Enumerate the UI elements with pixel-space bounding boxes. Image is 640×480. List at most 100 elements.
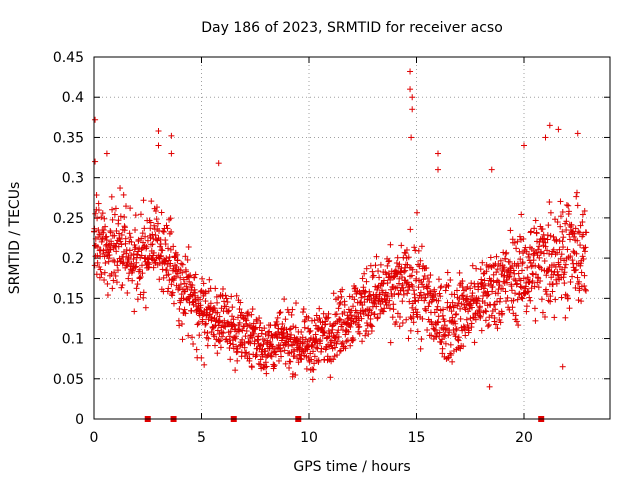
- data-point: [523, 303, 530, 310]
- data-point: [361, 270, 368, 277]
- data-point: [120, 253, 127, 260]
- data-point: [192, 271, 199, 278]
- data-point: [213, 293, 220, 300]
- data-point: [169, 292, 176, 299]
- data-point: [242, 333, 249, 340]
- y-axis-label: SRMTID / TECUs: [7, 182, 23, 295]
- data-point: [229, 304, 236, 311]
- data-point: [109, 216, 116, 223]
- data-point: [105, 255, 112, 262]
- data-point: [579, 211, 586, 218]
- data-point: [211, 305, 218, 312]
- data-point: [577, 262, 584, 269]
- data-point: [291, 348, 298, 355]
- data-point: [409, 106, 416, 113]
- grid-lines: [94, 57, 610, 419]
- data-point: [446, 329, 453, 336]
- data-point: [148, 198, 155, 205]
- data-point: [564, 295, 571, 302]
- data-point: [399, 319, 406, 326]
- data-point: [146, 261, 153, 268]
- data-point: [245, 309, 252, 316]
- data-point: [137, 211, 144, 218]
- data-point: [131, 308, 138, 315]
- data-point: [223, 336, 230, 343]
- data-point: [476, 303, 483, 310]
- data-point: [467, 315, 474, 322]
- data-point: [462, 326, 469, 333]
- data-point: [490, 301, 497, 308]
- y-tick-label: 0.2: [62, 251, 84, 267]
- data-point: [95, 234, 102, 241]
- data-point: [533, 238, 540, 245]
- data-point: [124, 289, 131, 296]
- data-point: [524, 288, 531, 295]
- data-point: [117, 213, 124, 220]
- data-point: [313, 344, 320, 351]
- data-point: [197, 296, 204, 303]
- data-point: [467, 285, 474, 292]
- data-point: [562, 314, 569, 321]
- data-point: [224, 298, 231, 305]
- data-point: [144, 237, 151, 244]
- data-point: [435, 297, 442, 304]
- data-point: [339, 339, 346, 346]
- data-point: [525, 251, 532, 258]
- data-point: [465, 327, 472, 334]
- data-point: [536, 243, 543, 250]
- data-point: [149, 231, 156, 238]
- data-point: [98, 271, 105, 278]
- data-point: [277, 309, 284, 316]
- data-point: [402, 267, 409, 274]
- data-point: [387, 286, 394, 293]
- data-point: [257, 356, 264, 363]
- data-point: [407, 86, 414, 93]
- data-point: [195, 320, 202, 327]
- data-point: [268, 353, 275, 360]
- data-point: [454, 287, 461, 294]
- data-point: [165, 271, 172, 278]
- data-point: [481, 277, 488, 284]
- data-point: [358, 294, 365, 301]
- data-point: [531, 283, 538, 290]
- data-point: [512, 312, 519, 319]
- data-point: [405, 287, 412, 294]
- data-point: [547, 232, 554, 239]
- data-point: [490, 278, 497, 285]
- data-point: [402, 250, 409, 257]
- y-tick-label: 0.45: [53, 50, 84, 66]
- data-point: [218, 333, 225, 340]
- data-point: [493, 298, 500, 305]
- data-point: [558, 251, 565, 258]
- data-point: [541, 257, 548, 264]
- data-point: [532, 317, 539, 324]
- data-point: [113, 227, 120, 234]
- data-point: [570, 248, 577, 255]
- data-point: [141, 225, 148, 232]
- data-point: [544, 232, 551, 239]
- data-point: [94, 259, 101, 266]
- data-point: [567, 253, 574, 260]
- data-point: [542, 134, 549, 141]
- data-point: [529, 270, 536, 277]
- data-point: [491, 314, 498, 321]
- data-point: [159, 228, 166, 235]
- data-point: [91, 225, 98, 232]
- data-point: [214, 309, 221, 316]
- data-point: [102, 260, 109, 267]
- data-point: [176, 305, 183, 312]
- data-point: [113, 248, 120, 255]
- data-point: [328, 329, 335, 336]
- data-point: [413, 269, 420, 276]
- data-point: [210, 323, 217, 330]
- data-point: [541, 235, 548, 242]
- data-point: [311, 317, 318, 324]
- data-point: [468, 304, 475, 311]
- data-point: [117, 238, 124, 245]
- data-point: [334, 329, 341, 336]
- data-point: [513, 245, 520, 252]
- data-point: [515, 291, 522, 298]
- data-point: [557, 223, 564, 230]
- data-point: [230, 316, 237, 323]
- data-point: [345, 328, 352, 335]
